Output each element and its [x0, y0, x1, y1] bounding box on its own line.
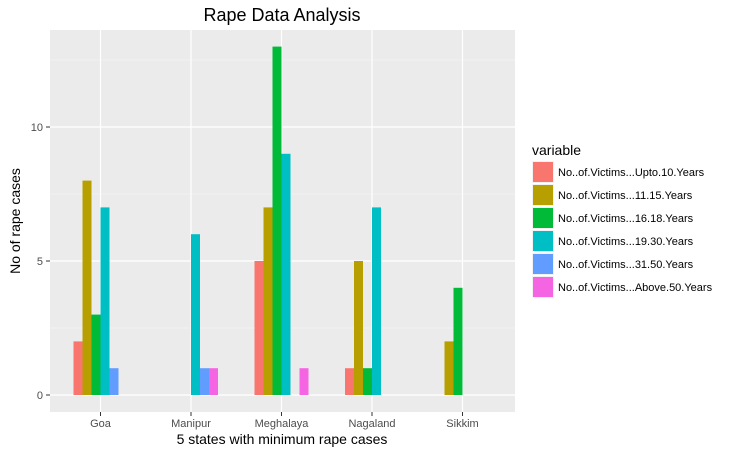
x-tick-label: Meghalaya — [255, 418, 310, 430]
legend-label: No..of.Victims...19.30.Years — [558, 236, 694, 248]
legend-swatch — [533, 162, 553, 182]
bar — [82, 180, 92, 395]
bars — [73, 46, 463, 395]
bar — [354, 261, 363, 395]
bar — [73, 341, 83, 395]
bar — [272, 46, 282, 395]
legend-swatch — [533, 185, 553, 205]
bar — [281, 153, 291, 395]
y-axis-title: No of rape cases — [7, 168, 23, 274]
legend-label: No..of.Victims...11.15.Years — [558, 190, 693, 202]
legend-swatch — [533, 208, 553, 228]
legend-swatch — [533, 277, 553, 297]
legend-title: variable — [532, 142, 581, 158]
x-axis-title: 5 states with minimum rape cases — [177, 431, 388, 447]
legend-label: No..of.Victims...Above.50.Years — [558, 282, 713, 294]
chart-title: Rape Data Analysis — [203, 5, 360, 25]
legend-label: No..of.Victims...16.18.Years — [558, 213, 694, 225]
bar — [363, 368, 372, 395]
bar — [372, 207, 381, 395]
bar — [100, 207, 110, 395]
legend: variable No..of.Victims...Upto.10.Years N… — [532, 142, 713, 298]
bar — [345, 368, 354, 395]
x-tick-label: Sikkim — [446, 418, 478, 430]
y-tick-label: 10 — [31, 122, 43, 134]
x-tick-label: Manipur — [171, 418, 211, 430]
legend-swatch — [533, 254, 553, 274]
x-tick-label: Goa — [90, 418, 112, 430]
bar — [263, 207, 273, 395]
legend-label: No..of.Victims...Upto.10.Years — [558, 167, 705, 179]
bar — [209, 368, 218, 395]
bar — [444, 341, 454, 395]
y-axis: 0 5 10 — [31, 122, 50, 402]
legend-swatch — [533, 231, 553, 251]
bar — [191, 234, 200, 395]
bar — [254, 261, 264, 395]
x-tick-label: Nagaland — [348, 418, 395, 430]
x-axis: Goa Manipur Meghalaya Nagaland Sikkim — [90, 412, 479, 430]
bar — [453, 287, 463, 395]
bar — [91, 314, 101, 395]
bar — [109, 368, 119, 395]
y-tick-label: 0 — [37, 390, 43, 402]
bar — [200, 368, 209, 395]
y-tick-label: 5 — [37, 256, 43, 268]
legend-label: No..of.Victims...31.50.Years — [558, 259, 694, 271]
bar — [299, 368, 309, 395]
